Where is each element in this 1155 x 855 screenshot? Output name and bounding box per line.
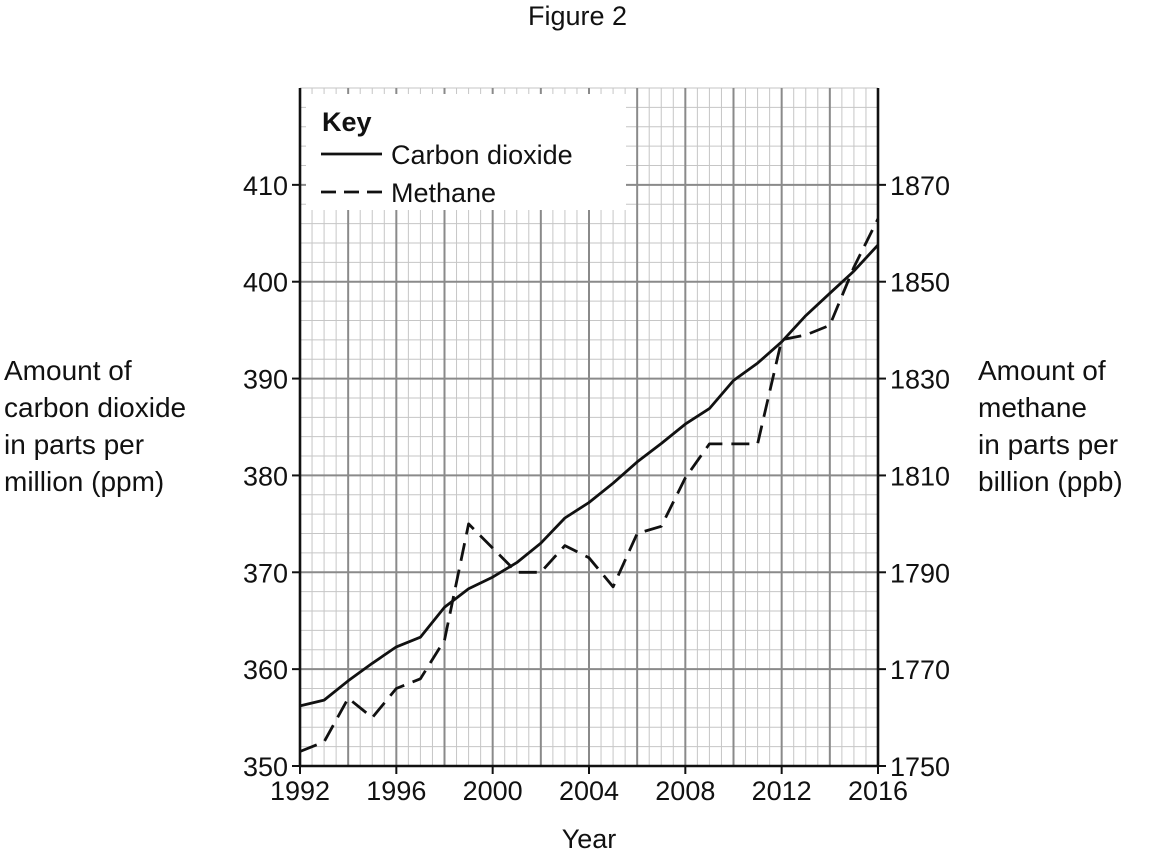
left-tick-label: 370: [243, 558, 288, 588]
right-tick-label: 1870: [890, 171, 950, 201]
left-axis-title-line: Amount of: [4, 355, 132, 386]
right-tick-label: 1750: [890, 752, 950, 782]
x-tick-label: 2012: [752, 776, 812, 806]
right-axis-title-line: methane: [978, 392, 1087, 423]
left-tick-label: 400: [243, 268, 288, 298]
x-tick-label: 2004: [559, 776, 619, 806]
x-tick-label: 2000: [463, 776, 523, 806]
left-axis-title-line: carbon dioxide: [4, 392, 187, 423]
right-tick-label: 1770: [890, 655, 950, 685]
x-tick-label: 1992: [270, 776, 330, 806]
left-tick-label: 360: [243, 655, 288, 685]
left-axis-title-line: million (ppm): [4, 466, 165, 497]
legend-label: Methane: [391, 178, 496, 208]
series-layer: [299, 218, 880, 753]
left-axis-title-line: in parts per: [4, 429, 145, 460]
left-tick-label: 410: [243, 171, 288, 201]
right-axis-title: Amount of methane in parts per billion (…: [978, 352, 1123, 500]
right-tick-label: 1830: [890, 365, 950, 395]
legend-box: [306, 94, 626, 210]
x-axis-title: Year: [562, 824, 617, 854]
legend-title: Key: [322, 107, 372, 137]
left-tick-label: 380: [243, 461, 288, 491]
x-tick-label: 2016: [848, 776, 908, 806]
left-tick-label: 350: [243, 752, 288, 782]
right-axis-title-line: Amount of: [978, 355, 1106, 386]
right-tick-label: 1790: [890, 558, 950, 588]
axes: [292, 88, 886, 774]
tick-labels: 1992 1996 2000 2004 2008 2012 2016 350 360 370 380…: [243, 171, 950, 854]
legend: Key Carbon dioxide Methane: [306, 94, 626, 210]
right-tick-label: 1810: [890, 461, 950, 491]
left-tick-label: 390: [243, 365, 288, 395]
right-axis-title-line: in parts per: [978, 429, 1119, 460]
x-tick-label: 1996: [366, 776, 426, 806]
x-tick-label: 2008: [655, 776, 715, 806]
right-tick-label: 1850: [890, 268, 950, 298]
left-axis-title: Amount of carbon dioxide in parts per mi…: [4, 352, 186, 500]
figure-title: Figure 2: [527, 1, 628, 31]
right-axis-title-line: billion (ppb): [978, 466, 1123, 497]
methane-series-line: [299, 218, 880, 753]
legend-label: Carbon dioxide: [391, 140, 573, 170]
carbon-dioxide-series-line: [299, 243, 880, 708]
